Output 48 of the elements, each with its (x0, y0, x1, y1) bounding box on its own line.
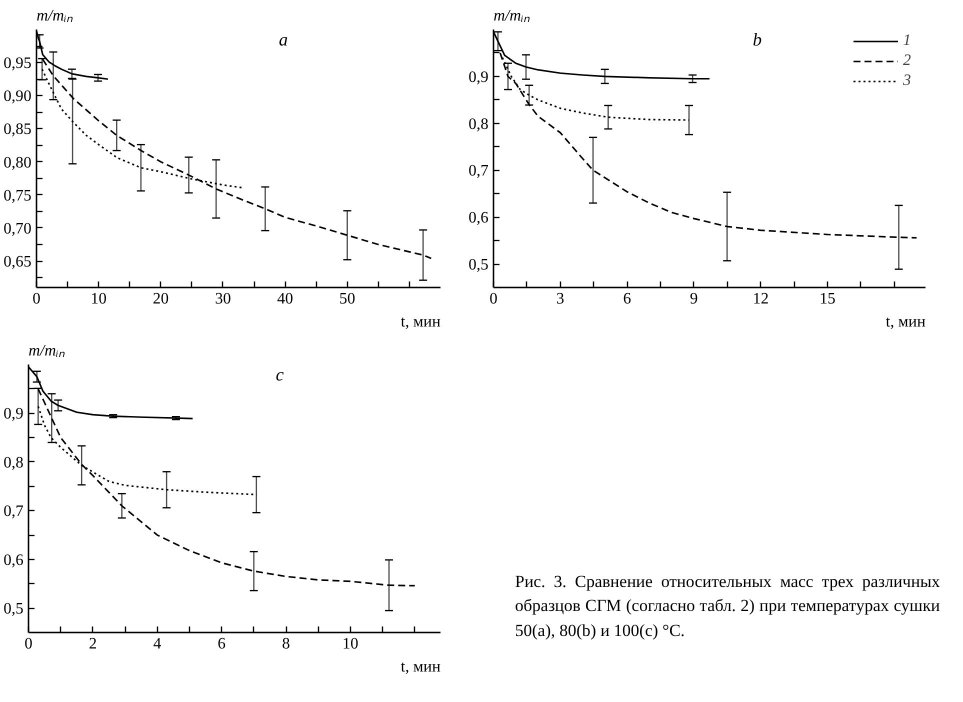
x-tick-label: 6 (623, 290, 632, 308)
y-tick-label: 0,5 (4, 600, 24, 618)
x-tick-label: 20 (152, 290, 169, 308)
x-tick-label: 6 (218, 636, 226, 652)
chart-title: a (278, 30, 288, 50)
y-tick-label: 0,9 (4, 406, 24, 423)
y-tick-label: 0,7 (468, 162, 488, 180)
chart-title: c (276, 364, 284, 384)
x-tick-label: 12 (752, 290, 769, 308)
x-axis-title: t, мин (400, 314, 441, 330)
y-axis-title: m/mᵢₙ (28, 342, 66, 360)
y-tick-label: 0,9 (468, 68, 488, 86)
y-tick-label: 0,75 (4, 187, 32, 204)
chart-title: b (752, 30, 762, 50)
y-tick-label: 0,80 (4, 154, 32, 172)
x-tick-label: 9 (690, 290, 698, 308)
x-tick-label: 2 (88, 636, 97, 652)
x-tick-label: 15 (820, 290, 836, 308)
y-tick-label: 0,85 (4, 121, 32, 138)
x-tick-label: 0 (24, 636, 32, 652)
y-tick-label: 0,6 (468, 210, 488, 227)
x-axis-title: t, мин (886, 314, 926, 330)
y-tick-label: 0,95 (4, 55, 32, 72)
x-tick-label: 50 (339, 290, 356, 308)
x-tick-label: 10 (342, 636, 358, 652)
legend-label: 2 (903, 52, 912, 70)
x-tick-label: 0 (32, 290, 40, 308)
x-axis-title: t, мин (400, 658, 441, 676)
x-tick-label: 10 (90, 290, 107, 308)
x-tick-label: 3 (556, 290, 564, 308)
y-tick-label: 0,70 (4, 220, 32, 238)
legend-label: 1 (903, 32, 912, 50)
x-tick-label: 40 (277, 290, 294, 308)
y-tick-label: 0,65 (4, 254, 32, 271)
y-tick-label: 0,8 (468, 116, 488, 133)
y-axis-title: m/mᵢₙ (494, 8, 531, 24)
x-tick-label: 30 (214, 290, 231, 308)
y-tick-label: 0,5 (468, 256, 488, 274)
y-axis-title: m/mᵢₙ (36, 8, 74, 24)
y-tick-label: 0,8 (4, 454, 24, 472)
y-tick-label: 0,90 (4, 88, 32, 106)
x-tick-label: 8 (282, 636, 290, 652)
legend-label: 3 (903, 72, 912, 90)
x-tick-label: 0 (490, 290, 498, 308)
y-tick-label: 0,6 (4, 552, 24, 569)
x-tick-label: 4 (153, 636, 162, 652)
y-tick-label: 0,7 (4, 503, 24, 520)
text: Рис. 3. Сравнение относительных масс трех различных образцов СГМ (согласно табл. 2) при температурах сушки 50(a), 80(b) и 100(c) °C. (515, 571, 940, 642)
